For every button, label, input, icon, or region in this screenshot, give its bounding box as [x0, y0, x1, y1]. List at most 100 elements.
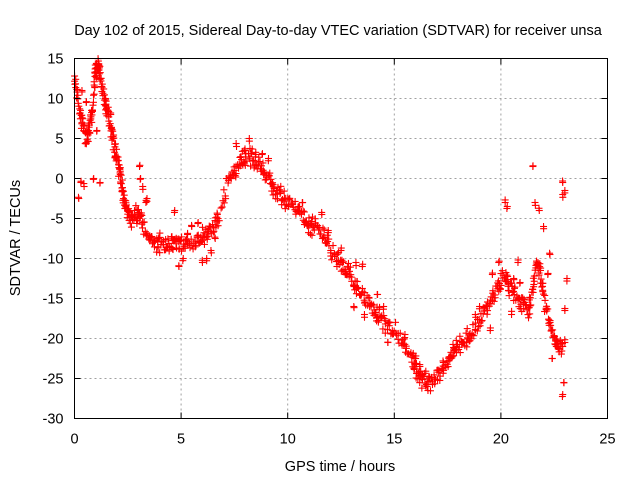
data-point — [491, 294, 499, 302]
data-point — [204, 232, 212, 240]
data-point — [295, 203, 303, 211]
data-point — [380, 312, 388, 320]
x-tick-label: 10 — [280, 432, 296, 448]
data-point — [450, 345, 458, 353]
data-point — [340, 258, 348, 266]
data-point — [106, 120, 114, 128]
data-point — [520, 295, 528, 303]
x-axis-label: GPS time / hours — [285, 459, 395, 475]
data-point — [558, 393, 566, 401]
data-point — [473, 327, 481, 335]
data-point — [381, 329, 389, 337]
data-point — [418, 384, 426, 392]
data-point — [544, 269, 552, 277]
data-point — [96, 179, 104, 187]
data-point — [482, 301, 490, 309]
data-point — [393, 331, 401, 339]
data-point — [504, 276, 512, 284]
data-point — [520, 305, 528, 313]
data-point — [526, 302, 534, 310]
data-point — [552, 340, 560, 348]
data-point — [258, 150, 266, 158]
data-point — [488, 269, 496, 277]
data-point — [88, 109, 96, 117]
data-point — [319, 224, 327, 232]
data-point — [510, 276, 518, 284]
data-point — [125, 205, 133, 213]
data-point — [112, 140, 120, 148]
data-point — [92, 74, 100, 82]
x-tick-label: 5 — [177, 432, 185, 448]
data-point — [359, 260, 367, 268]
data-point — [306, 230, 314, 238]
data-point — [318, 208, 326, 216]
data-point — [147, 233, 155, 241]
y-tick-label: -10 — [43, 252, 64, 268]
x-tick-label: 0 — [70, 432, 78, 448]
data-point — [136, 161, 144, 169]
data-point — [535, 204, 543, 212]
data-point — [80, 180, 88, 188]
data-point — [252, 148, 260, 156]
data-point — [558, 347, 566, 355]
data-point — [490, 297, 498, 305]
data-point — [78, 114, 86, 122]
data-point — [232, 170, 240, 178]
data-point — [548, 354, 556, 362]
data-point — [224, 179, 232, 187]
data-point — [169, 246, 177, 254]
data-point — [285, 195, 293, 203]
data-point — [194, 220, 202, 228]
data-point — [498, 267, 506, 275]
data-point — [179, 257, 187, 265]
data-point — [305, 214, 313, 222]
data-point — [241, 161, 249, 169]
data-point — [385, 322, 393, 330]
data-point — [431, 380, 439, 388]
data-point — [267, 175, 275, 183]
data-point — [139, 185, 147, 193]
data-point — [300, 208, 308, 216]
y-tick-label: 15 — [47, 52, 63, 68]
data-point — [560, 379, 568, 387]
data-point — [526, 294, 534, 302]
data-point — [72, 75, 80, 83]
data-point — [412, 352, 420, 360]
data-point — [315, 223, 323, 231]
y-tick-label: 10 — [47, 92, 63, 108]
data-point — [98, 80, 106, 88]
data-point — [308, 231, 316, 239]
data-point — [100, 85, 108, 93]
data-point — [475, 305, 483, 313]
data-point — [463, 343, 471, 351]
data-point — [89, 91, 97, 99]
data-point — [134, 206, 142, 214]
data-point — [365, 294, 373, 302]
data-point — [529, 162, 537, 170]
data-point — [96, 75, 104, 83]
data-point — [200, 240, 208, 248]
data-point — [164, 235, 172, 243]
data-point — [211, 233, 219, 241]
data-point — [122, 201, 130, 209]
data-point — [191, 243, 199, 251]
data-point — [249, 157, 257, 165]
data-point — [91, 84, 99, 92]
data-point — [519, 294, 527, 302]
y-tick-label: -20 — [43, 332, 64, 348]
data-point — [89, 98, 97, 106]
data-point — [486, 324, 494, 332]
data-point — [200, 229, 208, 237]
data-point — [100, 91, 108, 99]
data-point — [241, 145, 249, 153]
data-point — [176, 237, 184, 245]
data-point — [86, 128, 94, 136]
data-point — [501, 196, 509, 204]
data-point — [559, 193, 567, 201]
data-point — [222, 195, 230, 203]
data-point — [470, 332, 478, 340]
data-point — [240, 158, 248, 166]
data-point — [559, 343, 567, 350]
data-point — [360, 296, 368, 304]
data-point — [412, 360, 420, 368]
